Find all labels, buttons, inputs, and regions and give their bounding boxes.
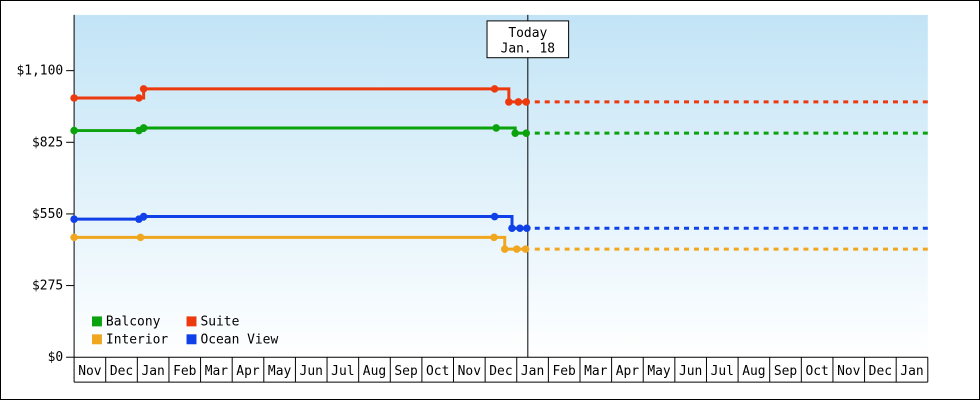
month-label: Mar (584, 364, 608, 379)
month-label: Sep (394, 364, 417, 379)
month-label: Jan (141, 364, 164, 379)
month-label: Aug (363, 364, 386, 379)
month-axis: Nov Dec Jan Feb Mar Apr May Jun Jul Aug Sep Oct Nov D… (73, 357, 929, 383)
month-label: Apr (236, 364, 260, 379)
today-label-box (486, 20, 570, 59)
legend-label-interior: Interior (106, 332, 168, 347)
price-point-balcony (139, 124, 148, 132)
month-label: Jul (331, 364, 354, 379)
plot-background (74, 14, 928, 358)
price-point-balcony (522, 129, 531, 137)
month-label: Mar (205, 364, 229, 379)
price-point-interior (512, 245, 521, 253)
price-point-balcony (492, 124, 500, 132)
month-label: May (647, 364, 671, 379)
y-axis-labels: $0 $275 $550 $825 $1,100 (16, 64, 75, 365)
y-tick-label: $1,100 (16, 64, 63, 79)
month-label: Sep (774, 364, 797, 379)
legend-label-suite: Suite (200, 314, 239, 329)
month-label: Oct (805, 364, 828, 379)
month-label: Nov (78, 364, 102, 379)
legend: Balcony Suite Interior Ocean View (92, 314, 278, 347)
plot-area (74, 14, 928, 358)
price-point-interior (136, 233, 145, 242)
month-label: Dec (489, 364, 512, 379)
legend-swatch-balcony (92, 316, 102, 327)
month-label: Jun (300, 364, 323, 379)
month-label: Dec (869, 364, 892, 379)
legend-label-balcony: Balcony (106, 314, 161, 329)
price-point-suite (135, 94, 143, 102)
price-point-interior (490, 233, 498, 242)
series-lines (70, 85, 928, 253)
price-point-interior (500, 245, 509, 253)
price-point-suite (139, 85, 148, 93)
month-label: Apr (616, 364, 640, 379)
y-tick-label: $275 (32, 279, 63, 294)
month-label: Nov (458, 364, 482, 379)
legend-swatch-suite (186, 316, 197, 327)
price-point-interior (521, 245, 530, 253)
axes (73, 14, 928, 358)
month-label: Jan (900, 364, 923, 379)
month-label: Dec (110, 364, 133, 379)
today-marker: Today Jan. 18 (486, 20, 570, 59)
legend-swatch-ocean-view (186, 334, 197, 345)
today-label: Today (508, 26, 547, 41)
month-label: Feb (173, 364, 197, 379)
month-label: Nov (837, 364, 861, 379)
month-label: Oct (426, 364, 449, 379)
y-tick-label: $0 (48, 350, 64, 365)
month-label: Feb (553, 364, 577, 379)
price-point-ocean-view (523, 224, 531, 233)
price-point-balcony (511, 129, 519, 137)
price-point-ocean-view (508, 224, 516, 233)
price-point-ocean-view (490, 212, 499, 221)
price-point-ocean-view (516, 224, 524, 233)
y-tick-label: $550 (32, 207, 63, 222)
price-point-suite (514, 98, 523, 106)
y-tick-label: $825 (32, 135, 63, 150)
price-point-ocean-view (139, 212, 148, 221)
price-point-ocean-view (70, 215, 78, 223)
legend-swatch-interior (92, 334, 102, 345)
month-label: Jun (679, 364, 702, 379)
price-point-suite (522, 98, 531, 106)
price-point-suite (505, 98, 513, 106)
price-point-suite (490, 85, 499, 93)
price-point-balcony (70, 126, 78, 135)
price-point-suite (70, 94, 78, 102)
month-label: Jan (521, 364, 544, 379)
month-label: May (268, 364, 292, 379)
price-point-interior (70, 233, 78, 242)
month-label: Aug (742, 364, 765, 379)
today-date-label: Jan. 18 (501, 42, 555, 57)
legend-label-ocean-view: Ocean View (200, 332, 278, 347)
month-label: Jul (711, 364, 734, 379)
